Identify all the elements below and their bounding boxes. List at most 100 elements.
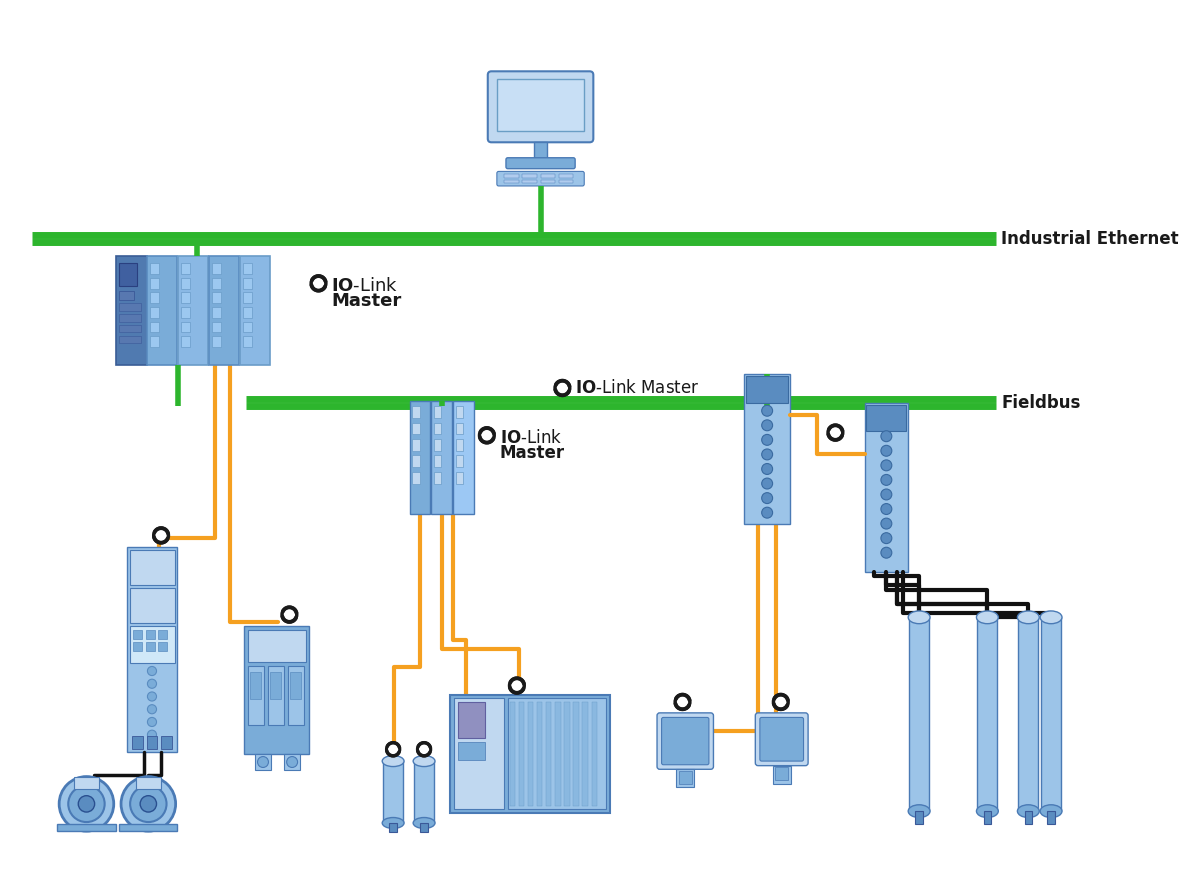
Circle shape xyxy=(59,776,114,831)
Bar xyxy=(267,666,284,724)
Bar xyxy=(916,811,923,824)
Bar xyxy=(116,256,146,365)
Bar xyxy=(254,754,271,770)
Bar xyxy=(431,401,453,515)
Circle shape xyxy=(762,420,772,431)
Bar xyxy=(434,423,442,434)
Bar xyxy=(497,79,584,132)
Circle shape xyxy=(762,493,772,503)
Bar xyxy=(412,423,419,434)
Bar xyxy=(146,630,154,639)
Ellipse shape xyxy=(413,817,435,829)
Bar xyxy=(211,322,221,332)
Bar xyxy=(582,702,588,806)
Bar xyxy=(772,766,791,784)
Bar xyxy=(412,455,419,467)
Bar xyxy=(181,292,190,303)
Bar xyxy=(244,626,309,754)
Bar xyxy=(244,292,252,303)
Ellipse shape xyxy=(977,805,998,817)
Bar xyxy=(390,823,397,832)
Ellipse shape xyxy=(383,756,404,766)
Bar xyxy=(247,666,264,724)
Circle shape xyxy=(121,776,176,831)
Bar xyxy=(74,776,99,789)
Circle shape xyxy=(762,507,772,518)
Bar xyxy=(1018,617,1038,811)
Bar xyxy=(415,761,434,823)
Bar xyxy=(535,142,546,160)
Bar xyxy=(146,642,154,651)
Text: $\mathbf{IO}$-Link: $\mathbf{IO}$-Link xyxy=(331,277,398,295)
FancyBboxPatch shape xyxy=(506,158,575,168)
Bar xyxy=(412,406,419,418)
Circle shape xyxy=(827,424,845,442)
Circle shape xyxy=(286,757,297,767)
Bar xyxy=(244,307,252,318)
Bar xyxy=(510,702,516,806)
Bar xyxy=(244,263,252,275)
Bar xyxy=(271,672,282,699)
Bar xyxy=(150,263,159,275)
Circle shape xyxy=(147,731,157,739)
Bar xyxy=(131,588,175,623)
Bar xyxy=(1041,617,1061,811)
Circle shape xyxy=(147,667,157,675)
Bar xyxy=(150,307,159,318)
Circle shape xyxy=(68,786,105,822)
Bar xyxy=(181,336,190,347)
Bar xyxy=(178,256,208,365)
Ellipse shape xyxy=(908,805,930,817)
Bar xyxy=(456,472,463,483)
Circle shape xyxy=(880,446,892,456)
Circle shape xyxy=(762,449,772,460)
Bar xyxy=(454,698,504,809)
Text: Fieldbus: Fieldbus xyxy=(1001,394,1080,411)
Circle shape xyxy=(880,431,892,442)
Circle shape xyxy=(880,460,892,471)
Circle shape xyxy=(481,430,493,441)
Circle shape xyxy=(762,434,772,446)
Bar xyxy=(909,617,929,811)
Ellipse shape xyxy=(1041,805,1062,817)
Bar xyxy=(676,769,694,788)
Bar xyxy=(211,307,221,318)
Bar xyxy=(865,403,908,572)
FancyBboxPatch shape xyxy=(662,717,709,765)
Ellipse shape xyxy=(977,611,998,624)
Circle shape xyxy=(147,717,157,726)
Bar xyxy=(133,642,141,651)
Bar xyxy=(247,630,305,662)
Circle shape xyxy=(388,745,398,754)
Bar xyxy=(592,702,598,806)
Bar xyxy=(519,702,524,806)
Bar xyxy=(678,771,691,784)
FancyBboxPatch shape xyxy=(497,171,584,186)
Circle shape xyxy=(775,696,786,708)
Bar xyxy=(504,180,519,183)
Bar xyxy=(978,617,998,811)
Circle shape xyxy=(762,478,772,489)
Circle shape xyxy=(258,757,268,767)
Circle shape xyxy=(147,692,157,701)
Bar xyxy=(209,256,239,365)
Ellipse shape xyxy=(1041,611,1062,624)
Bar xyxy=(181,278,190,289)
Circle shape xyxy=(78,795,95,812)
Bar xyxy=(412,472,419,483)
Circle shape xyxy=(511,680,523,691)
Bar xyxy=(150,336,159,347)
Circle shape xyxy=(416,741,432,758)
Bar xyxy=(181,322,190,332)
Bar xyxy=(119,290,134,300)
FancyBboxPatch shape xyxy=(488,71,593,142)
Text: $\mathbf{IO}$-Link: $\mathbf{IO}$-Link xyxy=(500,429,562,447)
Bar xyxy=(527,702,533,806)
Bar xyxy=(412,439,419,451)
FancyBboxPatch shape xyxy=(760,717,803,761)
Bar xyxy=(450,695,609,813)
Bar xyxy=(119,263,138,286)
Bar xyxy=(135,776,162,789)
Text: Master: Master xyxy=(331,292,402,310)
Circle shape xyxy=(156,530,166,541)
